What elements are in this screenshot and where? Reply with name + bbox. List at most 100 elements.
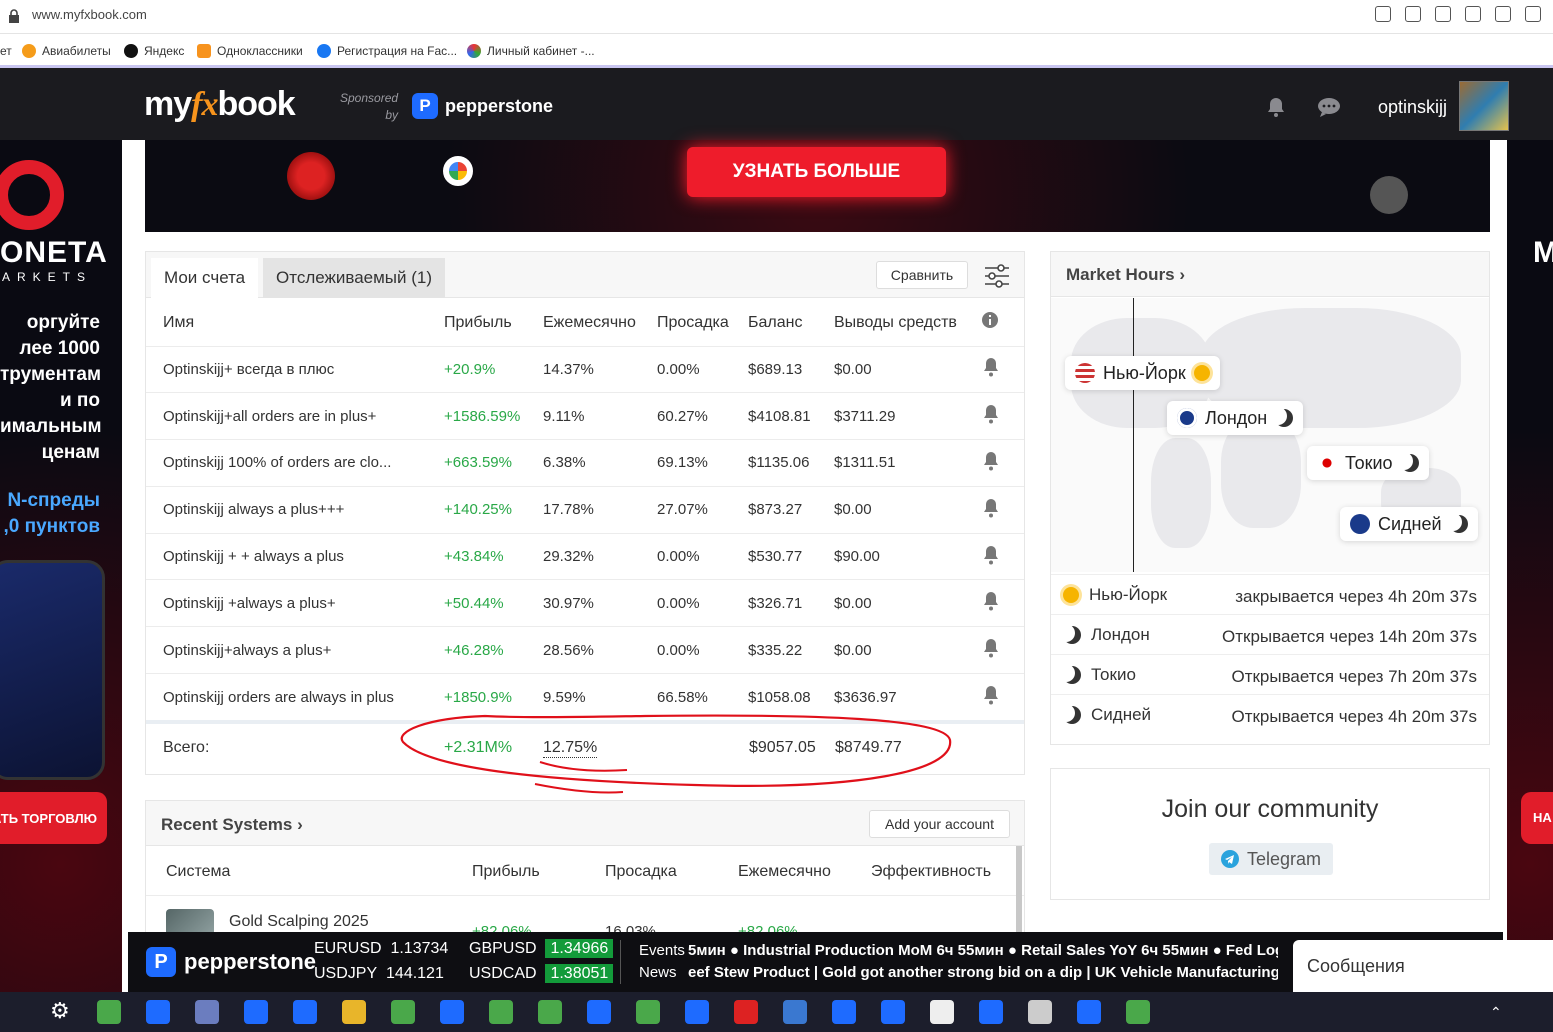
- taskbar-app-icon[interactable]: [1028, 1000, 1052, 1024]
- taskbar-app-icon[interactable]: [1126, 1000, 1150, 1024]
- taskbar-app-icon[interactable]: [293, 1000, 317, 1024]
- right-ad-banner[interactable]: M НА: [1507, 140, 1553, 992]
- tray-chevron-up-icon[interactable]: ⌃: [1490, 1004, 1502, 1020]
- cell-name[interactable]: Optinskijj always a plus+++: [146, 485, 444, 534]
- avatar[interactable]: [1459, 81, 1509, 131]
- system-name[interactable]: Gold Scalping 2025: [229, 913, 369, 930]
- bookmark-yandex[interactable]: Яндекс: [124, 44, 184, 58]
- chip-newyork[interactable]: Нью-Йорк: [1065, 356, 1220, 390]
- learn-more-button[interactable]: УЗНАТЬ БОЛЬШЕ: [687, 147, 946, 197]
- ad-cta-button[interactable]: НА: [1521, 792, 1553, 844]
- table-row[interactable]: Optinskijj 100% of orders are clo... +663…: [146, 439, 1024, 487]
- info-icon[interactable]: [982, 300, 1024, 346]
- taskbar-app-icon[interactable]: [489, 1000, 513, 1024]
- bell-icon[interactable]: [982, 485, 1024, 534]
- myfxbook-logo[interactable]: myfxbook: [144, 85, 296, 123]
- taskbar-app-icon[interactable]: [783, 1000, 807, 1024]
- total-monthly[interactable]: 12.75%: [543, 739, 598, 758]
- bell-icon[interactable]: [982, 626, 1024, 674]
- browser-address-bar[interactable]: www.myfxbook.com: [0, 0, 1553, 34]
- zoom-icon[interactable]: [1375, 6, 1391, 22]
- compare-button[interactable]: Сравнить: [876, 261, 968, 289]
- bell-icon[interactable]: [982, 673, 1024, 721]
- username[interactable]: optinskijj: [1378, 97, 1448, 117]
- col-drawdown[interactable]: Просадка: [657, 313, 729, 331]
- col-profit[interactable]: Прибыль: [444, 313, 512, 331]
- table-row[interactable]: Optinskijj + + always a plus +43.84% 29.32…: [146, 532, 1024, 580]
- camera-icon[interactable]: [1435, 6, 1451, 22]
- taskbar-app-icon[interactable]: [538, 1000, 562, 1024]
- taskbar-app-icon[interactable]: [440, 1000, 464, 1024]
- bell-icon[interactable]: [982, 345, 1024, 393]
- chip-sydney[interactable]: Сидней: [1340, 507, 1478, 541]
- taskbar-app-icon[interactable]: [930, 1000, 954, 1024]
- scrollbar[interactable]: [1016, 846, 1022, 991]
- edit-icon[interactable]: [1405, 6, 1421, 22]
- col-profit[interactable]: Прибыль: [472, 863, 540, 880]
- taskbar-app-icon[interactable]: [244, 1000, 268, 1024]
- cell-name[interactable]: Optinskijj + + always a plus: [146, 532, 444, 580]
- notifications-bell-icon[interactable]: [1265, 96, 1287, 118]
- recent-title[interactable]: Recent Systems ›: [161, 815, 303, 834]
- tab-my-accounts[interactable]: Мои счета: [151, 258, 259, 298]
- taskbar-app-icon[interactable]: [979, 1000, 1003, 1024]
- table-row[interactable]: Optinskijj +always a plus+ +50.44% 30.97% 0…: [146, 579, 1024, 627]
- settings-gear-icon[interactable]: ⚙: [50, 998, 70, 1023]
- col-name[interactable]: Имя: [163, 313, 195, 331]
- cell-name[interactable]: Optinskijj+always a plus+: [146, 626, 444, 674]
- taskbar-app-icon[interactable]: [342, 1000, 366, 1024]
- col-monthly[interactable]: Ежемесячно: [543, 313, 636, 331]
- cell-name[interactable]: Optinskijj+ всегда в плюс: [146, 345, 444, 393]
- telegram-button[interactable]: Telegram: [1209, 843, 1333, 875]
- cell-name[interactable]: Optinskijj +always a plus+: [146, 579, 444, 627]
- taskbar-app-icon[interactable]: [587, 1000, 611, 1024]
- left-ad-banner[interactable]: ONETA ARKETS оргуйте лее 1000 трументам …: [0, 140, 122, 992]
- heart-icon[interactable]: [1525, 6, 1541, 22]
- send-icon[interactable]: [1495, 6, 1511, 22]
- taskbar-app-icon[interactable]: [832, 1000, 856, 1024]
- bookmark-flights[interactable]: Авиабилеты: [22, 44, 111, 58]
- add-account-button[interactable]: Add your account: [869, 810, 1010, 838]
- taskbar-app-icon[interactable]: [146, 1000, 170, 1024]
- taskbar-app-icon[interactable]: [195, 1000, 219, 1024]
- shield-icon[interactable]: [1465, 6, 1481, 22]
- bell-icon[interactable]: [982, 579, 1024, 627]
- cell-name[interactable]: Optinskijj orders are always in plus: [146, 673, 444, 721]
- col-monthly[interactable]: Ежемесячно: [738, 863, 831, 880]
- table-row[interactable]: Optinskijj+all orders are in plus+ +1586.…: [146, 392, 1024, 440]
- col-efficiency[interactable]: Эффективность: [871, 863, 992, 880]
- quote-eurusd[interactable]: EURUSD 1.13734: [314, 940, 449, 957]
- quote-usdcad[interactable]: USDCAD 1.38051: [469, 964, 614, 983]
- messages-popup[interactable]: Сообщения: [1293, 940, 1553, 992]
- url-text[interactable]: www.myfxbook.com: [32, 7, 147, 22]
- chip-london[interactable]: Лондон: [1167, 401, 1304, 435]
- col-drawdown[interactable]: Просадка: [605, 863, 677, 880]
- taskbar-app-icon[interactable]: [636, 1000, 660, 1024]
- cell-name[interactable]: Optinskijj+all orders are in plus+: [146, 392, 444, 440]
- messages-chat-icon[interactable]: [1317, 96, 1341, 118]
- tab-watched[interactable]: Отслеживаемый (1): [263, 258, 446, 298]
- promo-banner[interactable]: УЗНАТЬ БОЛЬШЕ: [145, 140, 1490, 232]
- table-row[interactable]: Optinskijj orders are always in plus +185…: [146, 673, 1024, 721]
- filter-settings-icon[interactable]: [984, 264, 1010, 288]
- taskbar-app-icon[interactable]: [1077, 1000, 1101, 1024]
- quote-usdjpy[interactable]: USDJPY 144.121: [314, 965, 444, 982]
- bell-icon[interactable]: [982, 439, 1024, 487]
- chip-tokyo[interactable]: Токио: [1307, 446, 1429, 480]
- bell-icon[interactable]: [982, 532, 1024, 580]
- taskbar-app-icon[interactable]: [881, 1000, 905, 1024]
- bookmark-ok[interactable]: Одноклассники: [197, 44, 303, 58]
- col-withdrawals[interactable]: Выводы средств: [834, 313, 957, 331]
- bell-icon[interactable]: [982, 392, 1024, 440]
- events-feed[interactable]: 5мин ● Industrial Production MoM 6ч 55ми…: [688, 942, 1278, 959]
- cell-name[interactable]: Optinskijj 100% of orders are clo...: [146, 439, 444, 487]
- bookmark-cabinet[interactable]: Личный кабинет -...: [467, 44, 595, 58]
- taskbar-app-icon[interactable]: [391, 1000, 415, 1024]
- bookmark-facebook[interactable]: Регистрация на Fac...: [317, 44, 457, 58]
- bookmark-0[interactable]: ет: [0, 44, 12, 58]
- market-hours-header[interactable]: Market Hours ›: [1051, 252, 1489, 297]
- table-row[interactable]: Optinskijj+always a plus+ +46.28% 28.56% 0.…: [146, 626, 1024, 674]
